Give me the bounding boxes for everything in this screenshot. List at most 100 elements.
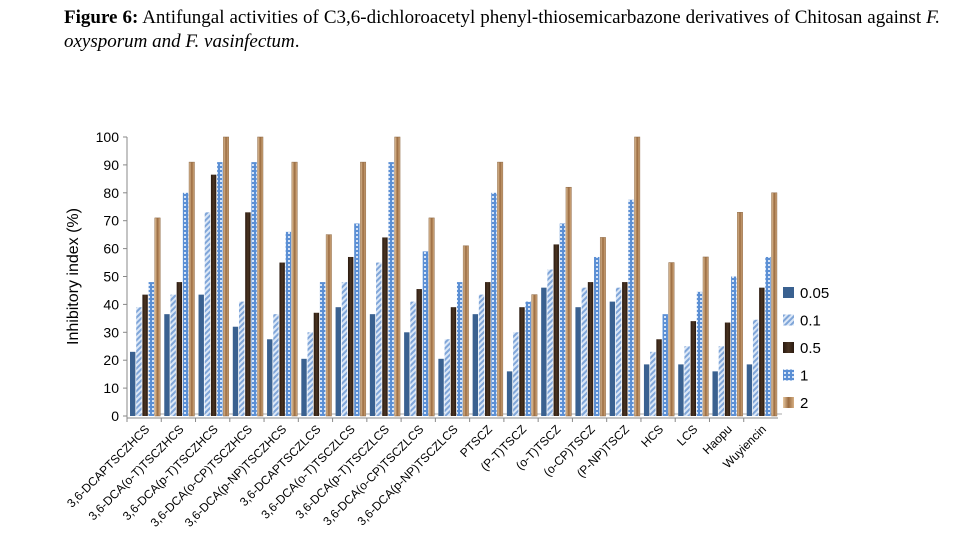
bar-1-(o-CP)TSCZ xyxy=(594,256,600,416)
bar-0.05-3,6-DCA(o-CP)TSCZHCS xyxy=(232,326,239,416)
bar-0.05-LCS xyxy=(678,364,684,416)
bar-0.1-(o-T)TSCZ xyxy=(547,269,553,416)
bar-0.05-3,6-DCAPTSCZHCS xyxy=(130,351,136,416)
bar-0.5-Wuyiencin xyxy=(759,287,765,416)
bar-0.1-(P-NP)TSCZ xyxy=(615,287,622,416)
bar-2-3,6-DCA(o-CP)TSCZLCS xyxy=(428,217,435,417)
bar-0.5-3,6-DCA(o-T)TSCZLCS xyxy=(347,256,354,416)
y-tick-label: 30 xyxy=(103,324,119,340)
legend-swatch-1 xyxy=(783,369,794,381)
bar-2-(o-CP)TSCZ xyxy=(599,237,606,417)
bar-1-3,6-DCA(o-T)TSCZHCS xyxy=(182,192,189,416)
bar-0.1-3,6-DCA(o-CP)TSCZHCS xyxy=(238,301,245,416)
bar-0.5-Haopu xyxy=(724,322,731,416)
bar-1-(o-T)TSCZ xyxy=(559,223,566,416)
bar-2-Wuyiencin xyxy=(771,192,778,417)
bar-0.05-3,6-DCA(o-CP)TSCZLCS xyxy=(404,332,410,416)
bar-1-3,6-DCA(o-CP)TSCZLCS xyxy=(422,251,429,416)
bar-0.05-3,6-DCA(o-T)TSCZHCS xyxy=(164,314,170,416)
x-tick-label: HCS xyxy=(638,422,666,450)
bar-0.05-PTSCZ xyxy=(472,314,479,416)
y-tick-label: 20 xyxy=(103,352,119,368)
bar-2-3,6-DCA(o-T)TSCZLCS xyxy=(360,161,367,417)
caption-species: F. oxysporum and F. vasinfectum xyxy=(64,7,940,52)
legend-label: 0.1 xyxy=(800,313,821,330)
bar-1-3,6-DCA(o-T)TSCZLCS xyxy=(354,223,360,416)
bar-0.5-3,6-DCA(o-T)TSCZHCS xyxy=(176,282,183,416)
bar-0.5-LCS xyxy=(690,321,697,416)
y-tick-label: 80 xyxy=(103,185,119,201)
bar-1-Wuyiencin xyxy=(765,256,771,416)
bar-0.05-3,6-DCA(o-T)TSCZLCS xyxy=(335,307,341,416)
y-tick-label: 90 xyxy=(103,157,119,173)
legend-label: 2 xyxy=(800,395,808,412)
bar-0.1-3,6-DCA(o-CP)TSCZLCS xyxy=(410,301,416,416)
bar-0.1-HCS xyxy=(650,351,656,416)
y-tick-label: 0 xyxy=(111,408,119,424)
bar-0.5-3,6-DCAPTSCZHCS xyxy=(142,294,148,416)
bar-1-HCS xyxy=(662,314,668,416)
bar-0.5-(o-T)TSCZ xyxy=(553,244,559,416)
bar-1-3,6-DCAPTSCZLCS xyxy=(319,282,326,416)
bar-0.5-(P-NP)TSCZ xyxy=(622,282,628,416)
bar-0.1-3,6-DCA(p-NP)TSCZHCS xyxy=(273,314,279,416)
caption-text: Antifungal activities of C3,6-dichloroac… xyxy=(138,7,927,28)
figure-caption: Figure 6: Antifungal activities of C3,6-… xyxy=(64,6,940,54)
caption-end: . xyxy=(294,31,300,52)
bar-2-3,6-DCA(p-T)TSCZHCS xyxy=(223,136,229,417)
bar-1-Haopu xyxy=(731,276,737,416)
bar-0.5-HCS xyxy=(656,339,662,416)
bar-0.1-3,6-DCAPTSCZLCS xyxy=(307,332,313,416)
bar-0.5-(o-CP)TSCZ xyxy=(587,282,594,416)
y-tick-label: 60 xyxy=(103,241,119,257)
bar-2-(o-T)TSCZ xyxy=(565,186,572,417)
bar-0.05-Haopu xyxy=(712,371,718,416)
bar-0.5-(P-T)TSCZ xyxy=(519,307,525,416)
y-tick-label: 10 xyxy=(103,380,119,396)
legend-swatch-0.5 xyxy=(783,342,794,353)
bar-0.1-3,6-DCA(o-T)TSCZHCS xyxy=(170,294,176,416)
y-tick-label: 100 xyxy=(96,129,120,145)
y-axis-label: Inhibitory index (%) xyxy=(65,208,82,345)
y-tick-label: 50 xyxy=(103,269,119,285)
y-tick-label: 40 xyxy=(103,296,119,312)
bar-2-3,6-DCAPTSCZLCS xyxy=(325,234,332,417)
bar-0.1-(P-T)TSCZ xyxy=(513,332,519,416)
y-tick-label: 70 xyxy=(103,213,119,229)
bar-1-3,6-DCA(p-NP)TSCZLCS xyxy=(456,282,463,416)
bar-2-(P-T)TSCZ xyxy=(531,294,538,417)
bar-0.05-3,6-DCA(p-NP)TSCZLCS xyxy=(438,358,444,416)
bar-0.1-Haopu xyxy=(718,346,725,416)
bar-2-3,6-DCA(p-T)TSCZLCS xyxy=(394,136,401,417)
bar-2-HCS xyxy=(668,262,675,417)
bar-2-Haopu xyxy=(737,212,743,417)
bar-0.05-HCS xyxy=(643,364,650,416)
bar-2-PTSCZ xyxy=(497,161,504,417)
bar-2-LCS xyxy=(702,256,709,417)
bar-1-PTSCZ xyxy=(491,192,497,416)
bar-0.05-Wuyiencin xyxy=(746,364,753,416)
bar-0.5-3,6-DCA(o-CP)TSCZHCS xyxy=(245,212,251,416)
caption-label: Figure 6: xyxy=(64,7,139,28)
bar-0.05-3,6-DCA(p-NP)TSCZHCS xyxy=(267,339,273,416)
bar-0.5-3,6-DCA(p-T)TSCZHCS xyxy=(210,174,217,416)
bar-0.1-3,6-DCA(p-NP)TSCZLCS xyxy=(444,339,450,416)
bar-2-3,6-DCA(p-NP)TSCZHCS xyxy=(291,161,298,417)
bar-0.05-3,6-DCAPTSCZLCS xyxy=(301,358,307,416)
bar-2-3,6-DCAPTSCZHCS xyxy=(154,217,161,417)
bar-0.5-PTSCZ xyxy=(485,282,491,416)
bar-1-3,6-DCA(p-T)TSCZHCS xyxy=(217,162,223,416)
bar-0.5-3,6-DCA(p-NP)TSCZHCS xyxy=(279,262,285,416)
bar-0.1-(o-CP)TSCZ xyxy=(581,287,588,416)
bar-0.1-3,6-DCA(o-T)TSCZLCS xyxy=(341,282,348,416)
bar-2-(P-NP)TSCZ xyxy=(634,136,641,417)
bar-0.5-3,6-DCA(p-NP)TSCZLCS xyxy=(450,307,457,416)
bar-0.05-3,6-DCA(p-T)TSCZHCS xyxy=(198,294,204,416)
bar-0.1-3,6-DCAPTSCZHCS xyxy=(136,307,142,416)
bar-2-3,6-DCA(o-CP)TSCZHCS xyxy=(257,136,264,417)
bar-0.1-LCS xyxy=(684,346,690,416)
bar-1-(P-NP)TSCZ xyxy=(628,199,634,416)
x-tick-label: LCS xyxy=(674,422,700,448)
bar-1-3,6-DCA(o-CP)TSCZHCS xyxy=(251,162,257,416)
